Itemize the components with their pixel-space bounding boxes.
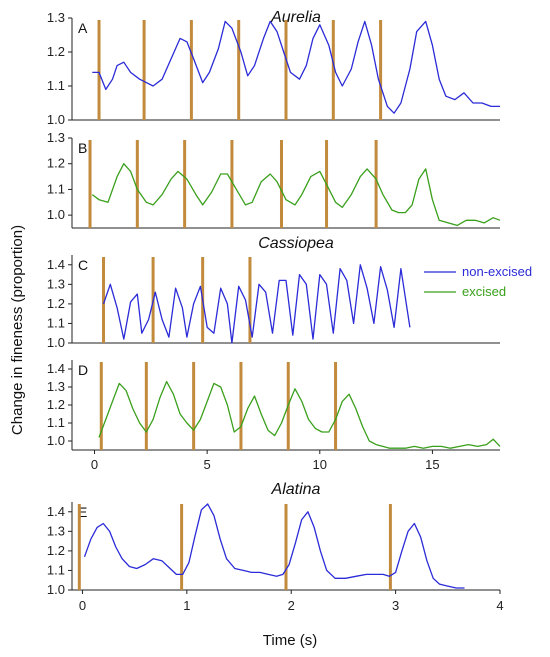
y-tick-label: 1.0 [47, 207, 65, 222]
series-line-a [92, 20, 500, 114]
y-tick-label: 1.3 [47, 130, 65, 145]
panel-letter-a: A [78, 20, 88, 36]
y-tick-label: 1.3 [47, 10, 65, 25]
x-tick-label: 15 [425, 457, 439, 472]
x-tick-label: 4 [496, 598, 503, 613]
panel-letter-b: B [78, 140, 87, 156]
y-tick-label: 1.1 [47, 78, 65, 93]
x-tick-label: 2 [288, 598, 295, 613]
legend: non-excised excised [424, 264, 532, 299]
x-tick-label: 0 [79, 598, 86, 613]
panel-letter-c: C [78, 257, 88, 273]
series-line-d [98, 380, 501, 449]
y-tick-label: 1.2 [47, 296, 65, 311]
legend-label-non-excised: non-excised [462, 264, 532, 279]
panel-e: 1.0 1.1 1.2 1.3 1.4 E Alatina 0 1 2 3 4 [47, 481, 504, 613]
y-tick-label: 1.1 [47, 315, 65, 330]
series-line-b [91, 163, 501, 227]
y-axis-title: Change in fineness (proportion) [9, 225, 26, 435]
legend-label-excised: excised [462, 284, 506, 299]
y-tick-label: 1.3 [47, 523, 65, 538]
y-tick-label: 1.1 [47, 181, 65, 196]
y-tick-label: 1.4 [47, 504, 65, 519]
group-title-e: Alatina [271, 481, 321, 498]
panel-letter-d: D [78, 362, 88, 378]
panel-a: 1.0 1.1 1.2 1.3 A Aurelia [47, 9, 500, 127]
y-tick-label: 1.1 [47, 562, 65, 577]
panel-letter-e: E [78, 504, 87, 520]
x-tick-label: 10 [313, 457, 327, 472]
x-tick-label: 5 [204, 457, 211, 472]
y-tick-label: 1.1 [47, 415, 65, 430]
panel-c: 1.0 1.1 1.2 1.3 1.4 C Cassiopea [47, 235, 500, 350]
y-tick-label: 1.4 [47, 361, 65, 376]
series-line-e [83, 503, 465, 589]
y-tick-label: 1.3 [47, 276, 65, 291]
y-tick-label: 1.2 [47, 44, 65, 59]
y-tick-label: 1.0 [47, 112, 65, 127]
y-tick-label: 1.2 [47, 543, 65, 558]
y-tick-label: 1.0 [47, 433, 65, 448]
y-tick-label: 1.4 [47, 257, 65, 272]
y-tick-label: 1.0 [47, 335, 65, 350]
panel-d: 1.0 1.1 1.2 1.3 1.4 D 0 5 10 15 [47, 360, 501, 472]
y-tick-label: 1.0 [47, 582, 65, 597]
panel-b: 1.0 1.1 1.2 1.3 B [47, 130, 501, 229]
x-tick-label: 3 [392, 598, 399, 613]
group-title-c: Cassiopea [258, 235, 334, 252]
y-tick-label: 1.2 [47, 156, 65, 171]
y-tick-label: 1.2 [47, 397, 65, 412]
x-tick-label: 1 [183, 598, 190, 613]
x-axis-title: Time (s) [263, 632, 317, 649]
y-tick-label: 1.3 [47, 379, 65, 394]
group-title-a: Aurelia [270, 9, 321, 26]
series-line-c [102, 264, 411, 344]
x-tick-label: 0 [91, 457, 98, 472]
